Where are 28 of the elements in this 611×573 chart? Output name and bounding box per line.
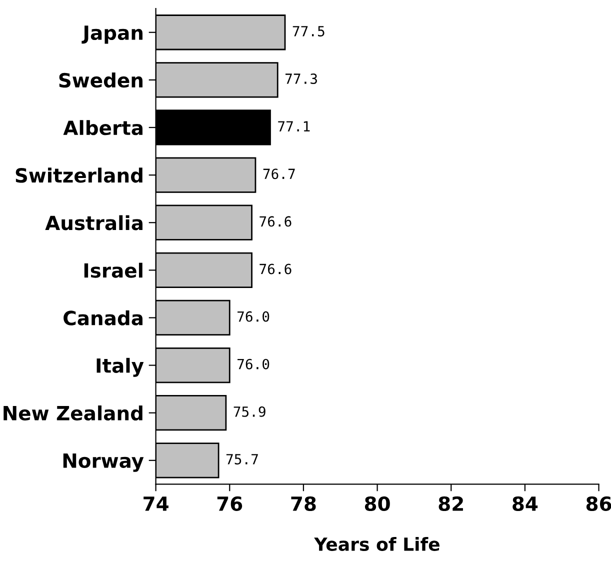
- data-label: 76.7: [263, 168, 295, 180]
- y-tick-label: Italy: [96, 358, 144, 377]
- y-tick-label: Israel: [84, 262, 142, 278]
- data-label: 76.6: [260, 216, 292, 227]
- data-label: 76.6: [260, 264, 292, 274]
- x-tick-label: 84: [512, 496, 538, 512]
- x-tick-label: 78: [291, 496, 316, 512]
- y-tick-label: Alberta: [63, 120, 142, 136]
- y-tick-label: Switzerland: [16, 168, 142, 183]
- y-tick-label: Canada: [64, 310, 142, 326]
- y-tick-label: Japan: [82, 26, 142, 44]
- x-tick-label: 82: [438, 496, 463, 512]
- data-label: 77.3: [286, 73, 317, 84]
- x-tick-label: 76: [217, 496, 242, 512]
- data-label: 76.0: [238, 358, 270, 370]
- x-tick-label: 74: [144, 496, 168, 511]
- data-label: 75.7: [226, 454, 258, 464]
- y-tick-label: Sweden: [59, 72, 142, 88]
- y-tick-label: Australia: [45, 215, 142, 230]
- x-tick-label: 86: [586, 496, 611, 512]
- data-label: 77.5: [292, 26, 324, 36]
- data-label: 75.9: [234, 406, 266, 417]
- data-label: 77.1: [278, 121, 310, 132]
- data-label: 76.0: [238, 311, 270, 322]
- x-axis-title: Years of Life: [314, 537, 440, 552]
- x-tick-label: 80: [364, 496, 390, 512]
- y-tick-label: Norway: [63, 454, 144, 472]
- y-tick-label: New Zealand: [4, 405, 142, 421]
